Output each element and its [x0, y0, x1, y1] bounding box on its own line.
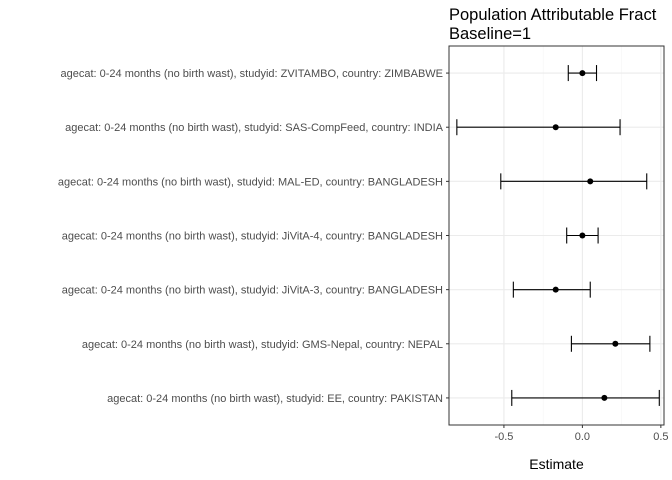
grid-lines — [449, 46, 664, 425]
x-axis: -0.5 0.0 0.5 — [446, 72, 669, 443]
x-axis-title: Estimate — [529, 456, 584, 472]
estimate-point — [612, 340, 619, 347]
interval-row — [511, 389, 660, 406]
row-label: agecat: 0-24 months (no birth wast), stu… — [82, 339, 443, 351]
interval-row — [456, 119, 621, 136]
row-label: agecat: 0-24 months (no birth wast), stu… — [62, 231, 443, 243]
interval-row — [567, 65, 598, 82]
estimate-point — [579, 70, 586, 77]
x-tick-label: -0.5 — [494, 431, 513, 443]
x-tick-label: 0.5 — [653, 431, 668, 443]
row-label: agecat: 0-24 months (no birth wast), stu… — [107, 393, 443, 405]
estimate-intervals — [456, 65, 660, 406]
row-label: agecat: 0-24 months (no birth wast), stu… — [58, 176, 443, 188]
row-label: agecat: 0-24 months (no birth wast), stu… — [65, 122, 443, 134]
chart-title-line-2: Baseline=1 — [449, 25, 532, 43]
row-label: agecat: 0-24 months (no birth wast), stu… — [62, 285, 443, 297]
estimate-point — [552, 124, 559, 131]
interval-row — [566, 227, 599, 244]
estimate-point — [601, 394, 608, 401]
chart-title-line-1: Population Attributable Fract — [449, 6, 657, 24]
x-tick-label: 0.0 — [575, 431, 590, 443]
interval-row — [500, 173, 648, 190]
estimate-point — [579, 232, 586, 239]
row-labels: agecat: 0-24 months (no birth wast), stu… — [58, 68, 444, 405]
estimate-point — [587, 178, 594, 185]
interval-row — [570, 335, 651, 352]
panel-border — [448, 45, 665, 426]
interval-row — [512, 281, 591, 298]
estimate-point — [552, 286, 559, 293]
row-label: agecat: 0-24 months (no birth wast), stu… — [61, 68, 443, 80]
